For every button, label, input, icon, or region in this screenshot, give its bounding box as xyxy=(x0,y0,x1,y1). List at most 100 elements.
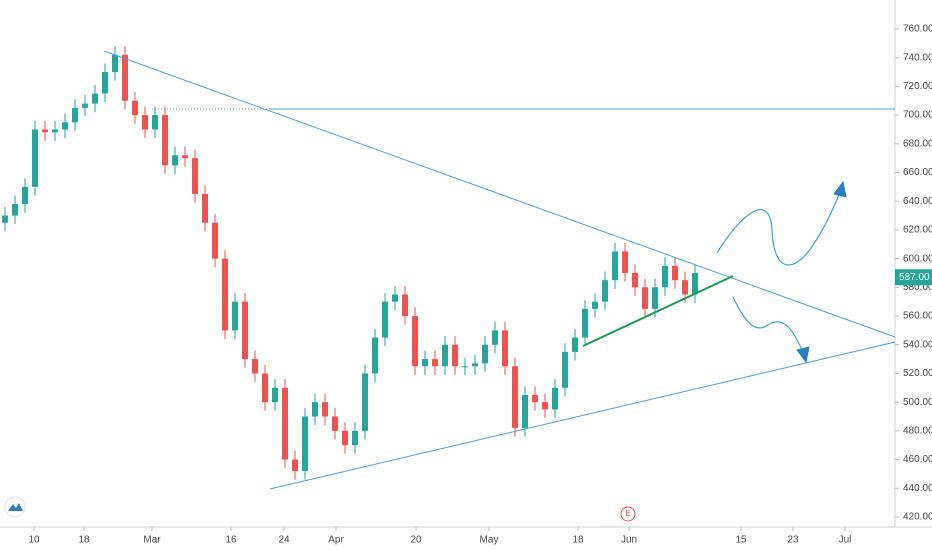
candle-body xyxy=(22,186,28,205)
candle-body xyxy=(272,387,278,403)
y-tick-label: 500.00 xyxy=(903,397,932,408)
candle-body xyxy=(82,103,88,108)
candle-body xyxy=(2,215,8,223)
y-tick-label: 460.00 xyxy=(903,454,932,465)
y-tick-label: 740.00 xyxy=(903,52,932,63)
candle-body xyxy=(32,129,38,187)
x-tick-label: May xyxy=(480,535,499,546)
x-tick-label: Apr xyxy=(328,535,344,546)
candle-body xyxy=(192,158,198,195)
candle-body xyxy=(12,204,18,216)
y-tick-label: 620.00 xyxy=(903,225,932,236)
candle-body xyxy=(412,316,418,367)
candle-body xyxy=(432,359,438,367)
x-tick-label: 20 xyxy=(410,535,422,546)
candle-body xyxy=(402,294,408,317)
candle-body xyxy=(462,366,468,368)
candle-body xyxy=(472,363,478,367)
candle-body xyxy=(542,402,548,410)
candle-body xyxy=(582,308,588,338)
y-tick-label: 700.00 xyxy=(903,110,932,121)
x-tick-label: Jun xyxy=(621,535,637,546)
y-tick-label: 520.00 xyxy=(903,368,932,379)
y-tick-label: 560.00 xyxy=(903,311,932,322)
y-tick-label: 580.00 xyxy=(903,282,932,293)
y-tick-label: 720.00 xyxy=(903,81,932,92)
y-tick-label: 660.00 xyxy=(903,167,932,178)
candle-body xyxy=(522,394,528,428)
logo-icon[interactable] xyxy=(8,503,23,511)
y-tick-label: 540.00 xyxy=(903,339,932,350)
candle-body xyxy=(592,301,598,309)
x-tick-label: 15 xyxy=(735,535,747,546)
candle-body xyxy=(602,280,608,302)
candle-body xyxy=(342,430,348,446)
candle-body xyxy=(362,373,368,431)
x-tick-label: 10 xyxy=(28,535,40,546)
candle-body xyxy=(292,459,298,472)
y-tick-label: 680.00 xyxy=(903,138,932,149)
y-tick-label: 760.00 xyxy=(903,24,932,35)
x-tick-label: 18 xyxy=(78,535,90,546)
candle-body xyxy=(332,416,338,431)
candle-body xyxy=(502,330,508,367)
candle-body xyxy=(442,344,448,367)
y-tick-label: 480.00 xyxy=(903,425,932,436)
candle-body xyxy=(112,54,118,73)
y-tick-label: 420.00 xyxy=(903,512,932,523)
x-tick-label: 23 xyxy=(787,535,799,546)
x-tick-label: Mar xyxy=(143,535,161,546)
candle-body xyxy=(552,387,558,410)
candle-body xyxy=(312,402,318,417)
candle-body xyxy=(122,54,128,101)
trend-line xyxy=(103,50,896,338)
candle-body xyxy=(632,272,638,288)
x-tick-label: Jul xyxy=(839,535,852,546)
candle-body xyxy=(482,344,488,364)
candle-body xyxy=(242,301,248,360)
x-tick-label: 24 xyxy=(278,535,290,546)
x-tick-label: 16 xyxy=(225,535,237,546)
candles xyxy=(2,46,698,480)
candle-body xyxy=(42,129,48,133)
candle-body xyxy=(232,301,238,331)
y-tick-label: 440.00 xyxy=(903,483,932,494)
y-tick-label: 600.00 xyxy=(903,253,932,264)
candle-body xyxy=(322,402,328,417)
candle-body xyxy=(102,72,108,94)
candle-body xyxy=(282,387,288,460)
candle-body xyxy=(172,155,178,166)
support-line xyxy=(582,275,734,347)
candle-body xyxy=(652,287,658,309)
x-tick-label: 18 xyxy=(572,535,584,546)
candle-body xyxy=(212,222,218,259)
logo[interactable] xyxy=(4,496,26,518)
last-price-tag xyxy=(895,269,932,286)
y-tick-label: 640.00 xyxy=(903,196,932,207)
arrow-path xyxy=(732,296,804,353)
candle-body xyxy=(162,115,168,166)
candle-body xyxy=(642,287,648,309)
candle-body xyxy=(422,359,428,367)
candle-body xyxy=(662,265,668,288)
candle-body xyxy=(352,430,358,446)
candle-body xyxy=(92,93,98,104)
candle-body xyxy=(692,272,698,295)
arrow-head xyxy=(796,346,810,364)
candle-body xyxy=(682,280,688,295)
candle-body xyxy=(302,416,308,472)
candle-body xyxy=(382,301,388,338)
candle-body xyxy=(562,351,568,388)
candle-body xyxy=(72,107,78,123)
candle-body xyxy=(532,394,538,403)
candle-body xyxy=(452,344,458,367)
event-label[interactable]: E xyxy=(625,509,630,518)
candle-body xyxy=(142,115,148,130)
candle-body xyxy=(222,258,228,331)
candle-body xyxy=(52,129,58,133)
candle-body xyxy=(672,265,678,281)
event-marker[interactable] xyxy=(620,506,636,522)
